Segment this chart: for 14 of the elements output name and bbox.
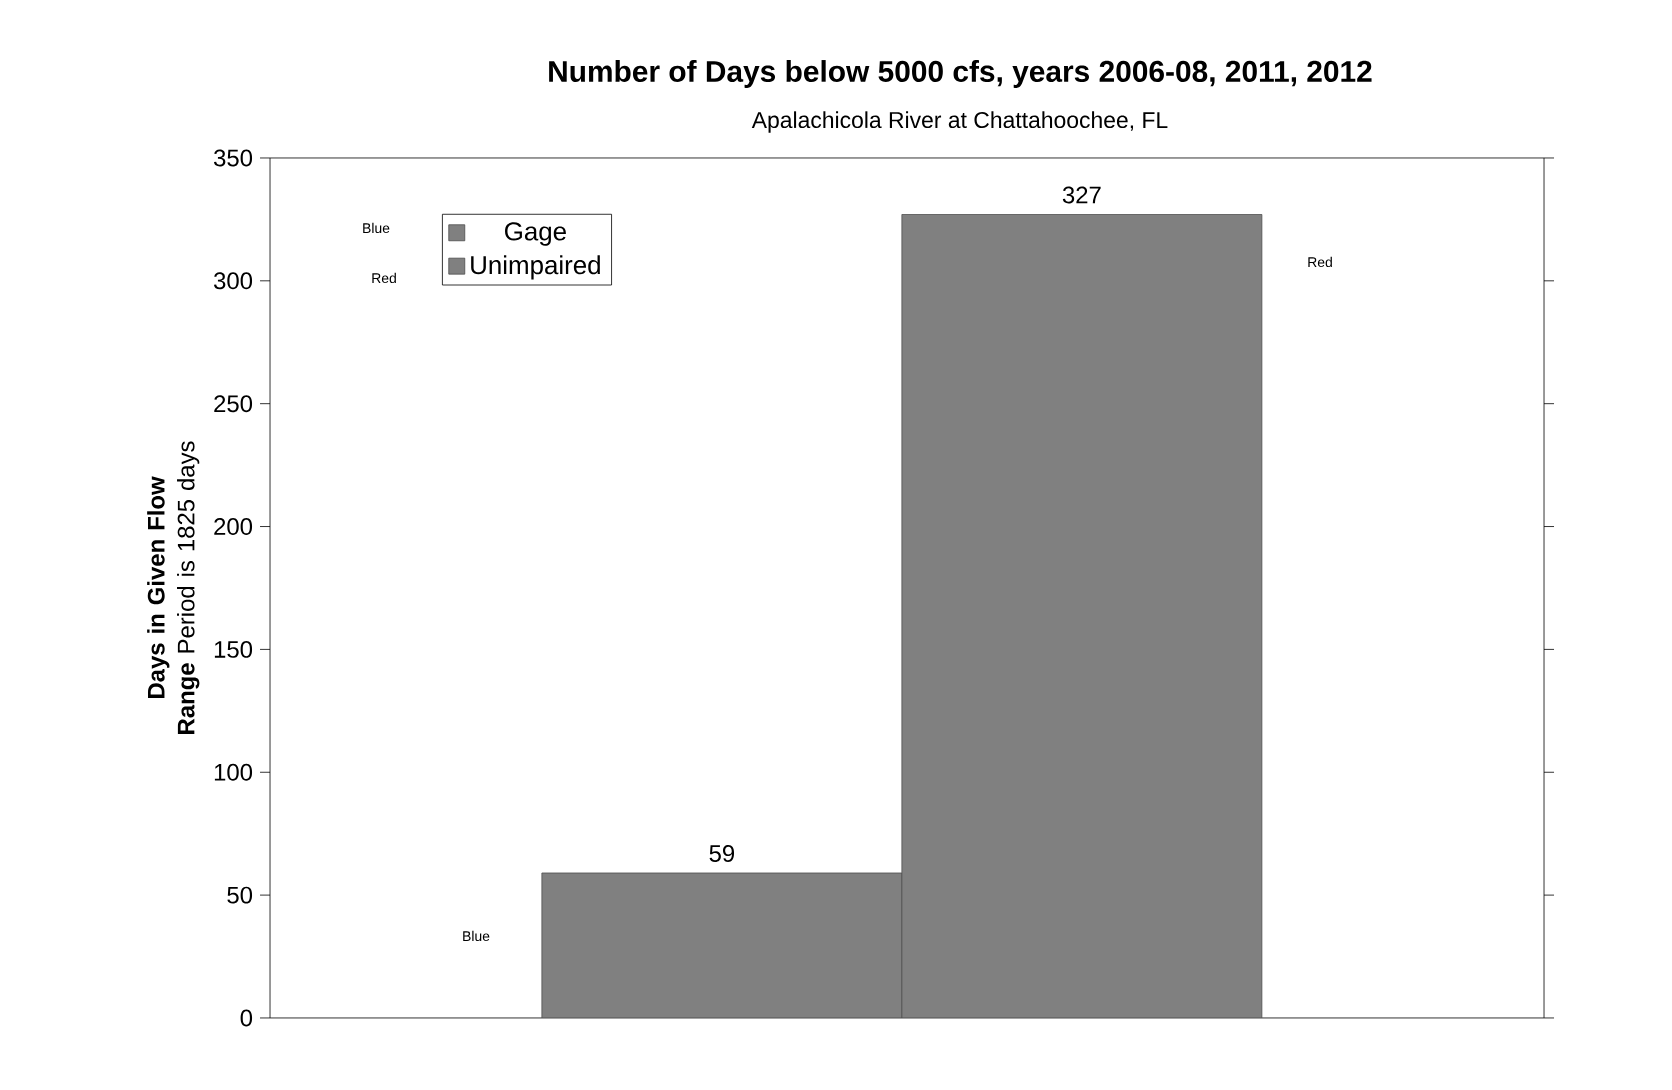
y-tick-label: 350	[213, 149, 253, 167]
data-label: 327	[1062, 186, 1101, 204]
chart-title: Number of Days below 5000 cfs, years 2006-08, 2011, 2012	[549, 60, 1372, 88]
data-label: 59	[709, 845, 735, 862]
y-tick-label: 0	[240, 1009, 253, 1027]
y-tick-label: 150	[214, 640, 253, 658]
legend-label: Unimpaired	[471, 255, 600, 280]
y-tick-label: 50	[227, 886, 253, 904]
y-tick-label: 250	[214, 395, 253, 413]
y-tick-label: 200	[214, 518, 253, 535]
legend-label: Gage	[505, 222, 566, 246]
y-tick-label: 300	[213, 272, 253, 290]
chart-subtitle: Apalachicola River at Chattahoochee, FL	[751, 111, 1168, 133]
y-tick-label: 100	[214, 763, 253, 781]
